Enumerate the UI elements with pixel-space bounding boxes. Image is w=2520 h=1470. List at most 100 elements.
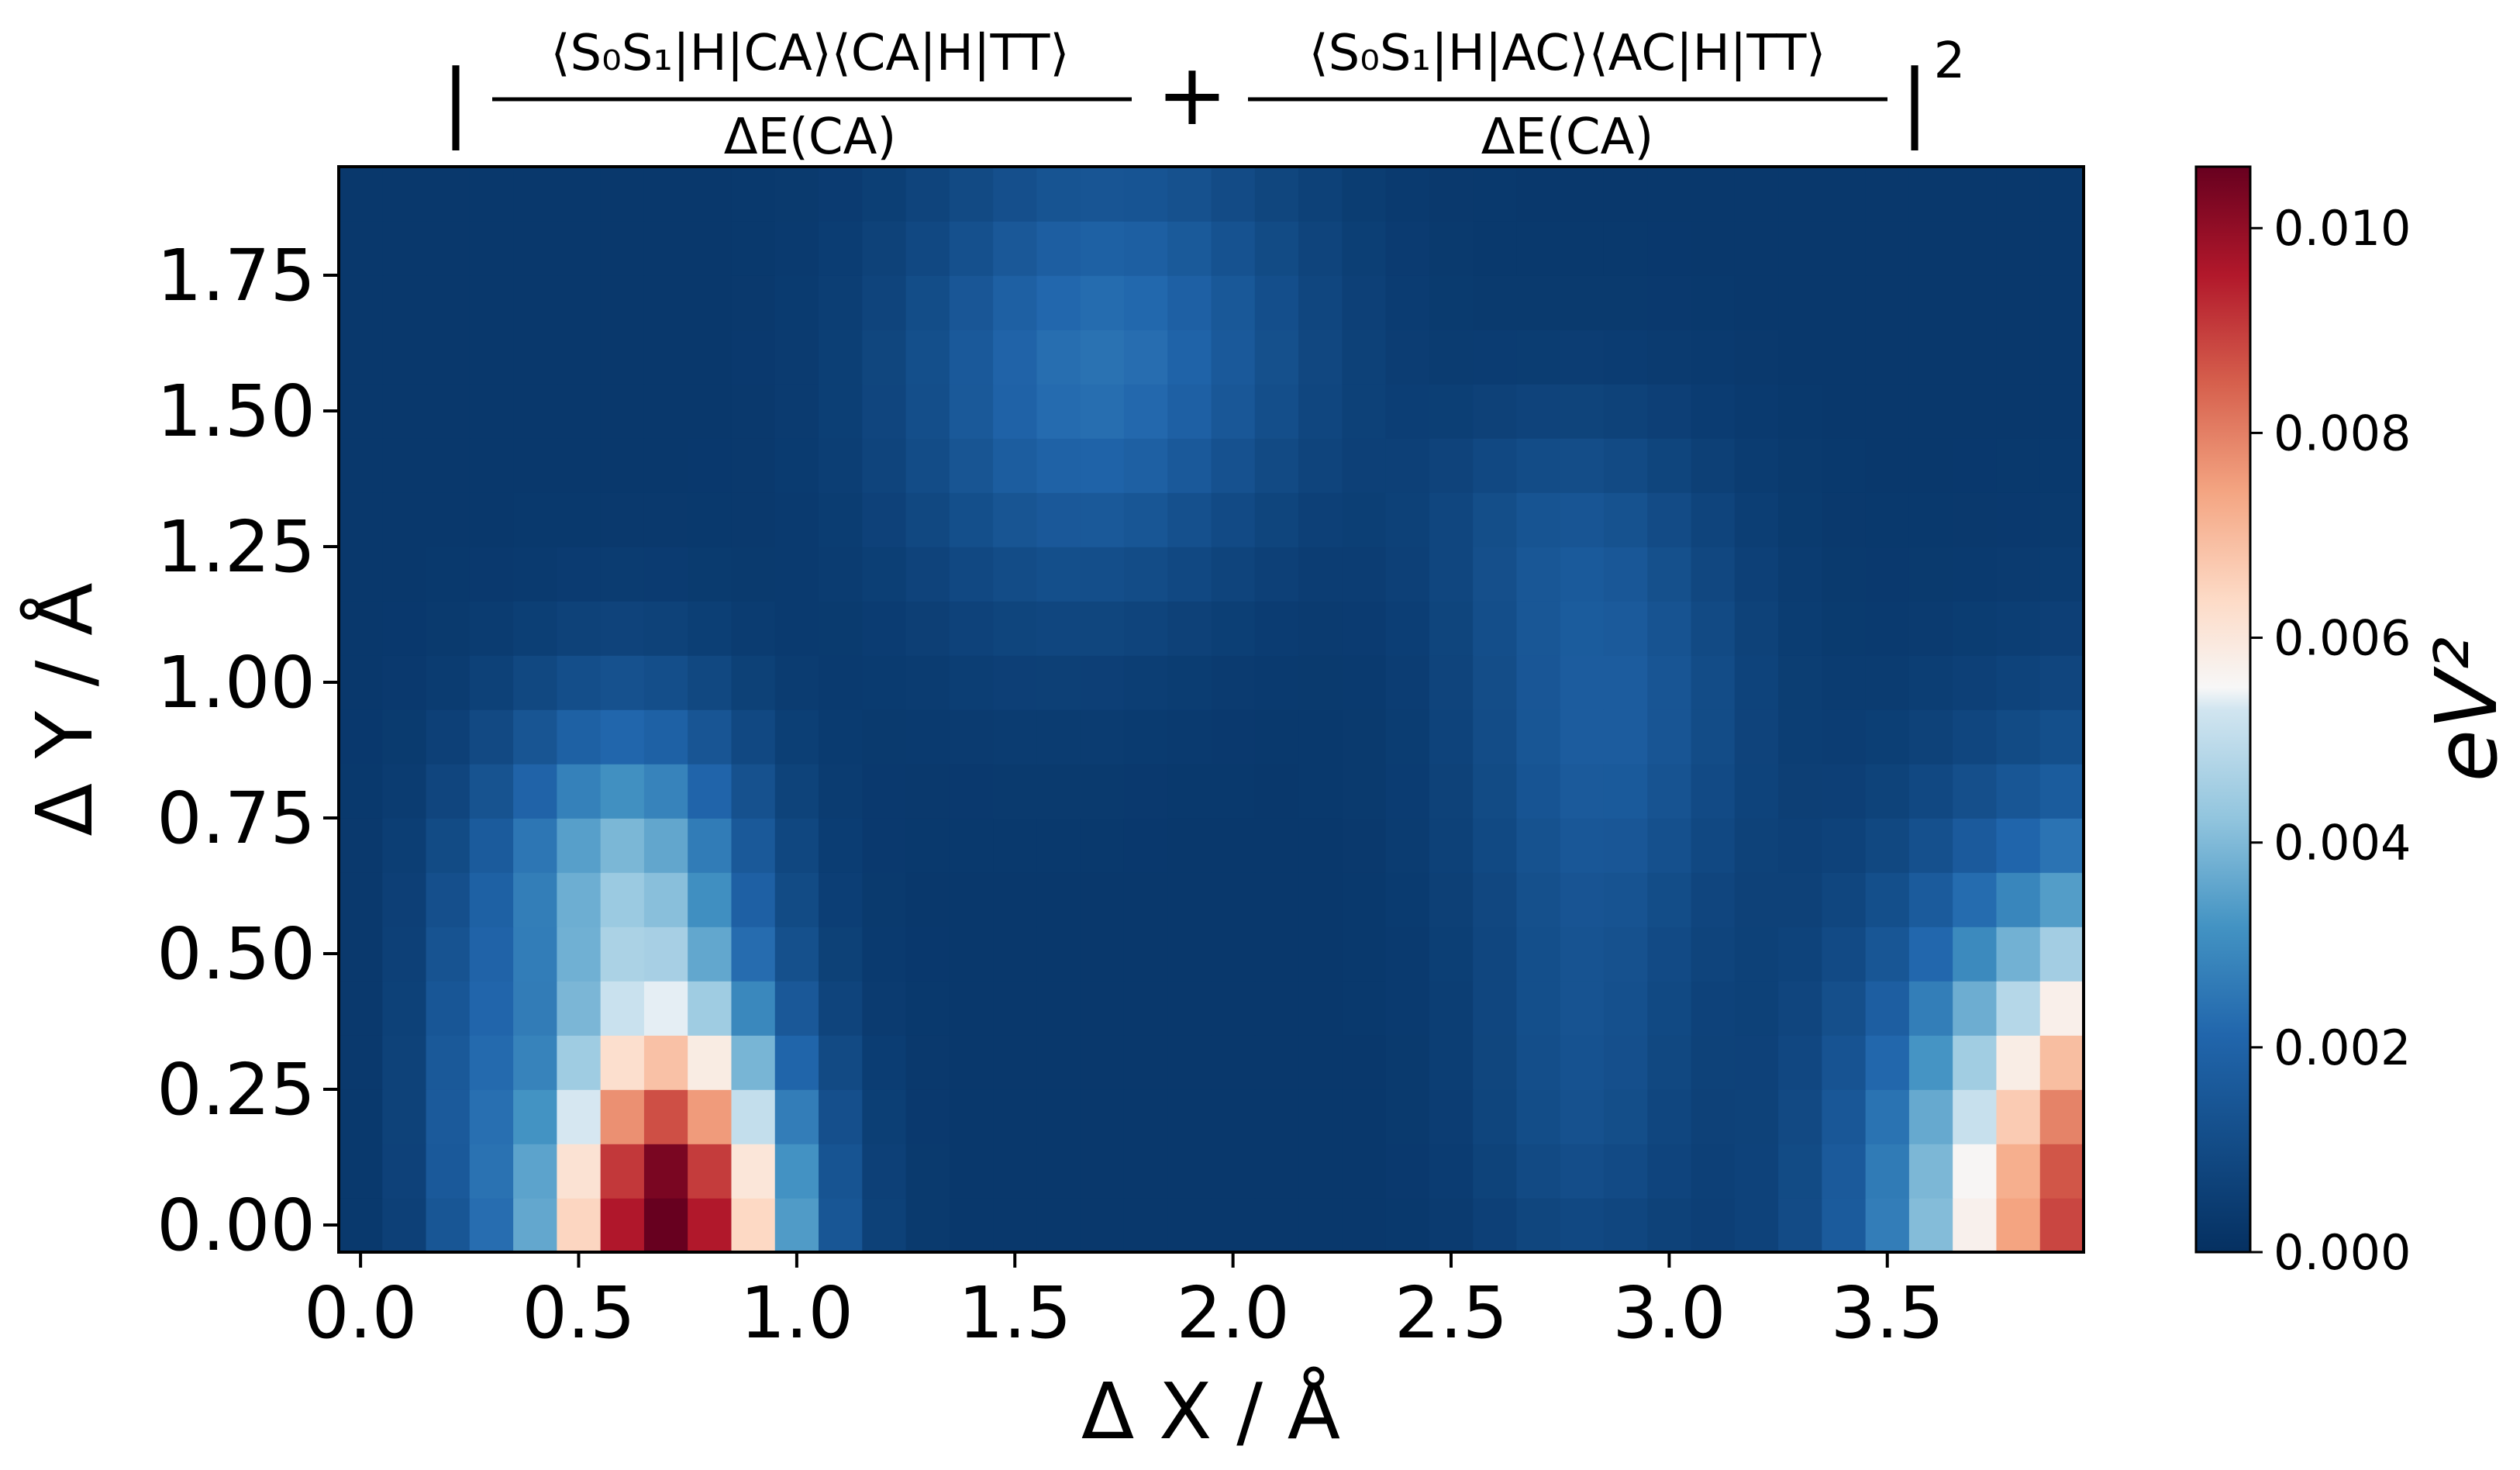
heatmap-cell xyxy=(1473,764,1518,819)
y-tick-label: 0.75 xyxy=(157,777,315,860)
heatmap-cell xyxy=(1516,818,1561,873)
heatmap-cell xyxy=(1473,221,1518,276)
heatmap-cell xyxy=(1429,1035,1474,1090)
heatmap-cell xyxy=(1691,167,1736,222)
heatmap-cell xyxy=(600,275,645,330)
heatmap-cell xyxy=(382,764,427,819)
heatmap-cell xyxy=(1342,764,1387,819)
heatmap-cell xyxy=(774,167,819,222)
heatmap-cell xyxy=(1908,1089,1953,1144)
heatmap-cell xyxy=(557,655,602,710)
heatmap-cell xyxy=(2039,221,2084,276)
heatmap-cell xyxy=(1560,275,1605,330)
heatmap-cell xyxy=(557,601,602,656)
heatmap-cells xyxy=(339,167,2084,1253)
heatmap-cell xyxy=(1822,167,1867,222)
heatmap-cell xyxy=(819,167,864,222)
heatmap-cell xyxy=(1953,221,1998,276)
heatmap-cell xyxy=(382,330,427,385)
heatmap-cell xyxy=(1691,709,1736,764)
heatmap-cell xyxy=(1603,384,1649,439)
heatmap-cell xyxy=(1167,438,1212,493)
heatmap-cell xyxy=(1298,167,1343,222)
heatmap-cell xyxy=(426,438,471,493)
heatmap-cell xyxy=(1560,438,1605,493)
heatmap-cell xyxy=(862,872,907,927)
heatmap-cell xyxy=(1865,927,1910,982)
heatmap-cell xyxy=(1298,438,1343,493)
heatmap-cell xyxy=(1953,709,1998,764)
heatmap-cell xyxy=(1167,709,1212,764)
heatmap-cell xyxy=(1953,655,1998,710)
heatmap-cell xyxy=(993,601,1038,656)
heatmap-cell xyxy=(557,927,602,982)
heatmap-cell xyxy=(339,927,384,982)
heatmap-cell xyxy=(513,1144,558,1199)
heatmap-cell xyxy=(993,221,1038,276)
heatmap-cell xyxy=(1560,709,1605,764)
heatmap-cell xyxy=(382,438,427,493)
heatmap-cell xyxy=(1908,655,1953,710)
heatmap-cell xyxy=(1036,764,1081,819)
heatmap-cell xyxy=(905,1198,950,1253)
heatmap-cell xyxy=(1516,547,1561,602)
heatmap-cell xyxy=(1734,1035,1779,1090)
heatmap-cell xyxy=(339,275,384,330)
heatmap-cell xyxy=(1080,601,1125,656)
heatmap-cell xyxy=(339,1089,384,1144)
heatmap-cell xyxy=(1385,601,1430,656)
heatmap-cell xyxy=(643,384,688,439)
heatmap-cell xyxy=(1516,655,1561,710)
heatmap-cell xyxy=(1080,275,1125,330)
heatmap-cell xyxy=(1734,601,1779,656)
heatmap-cell xyxy=(382,1089,427,1144)
heatmap-cell xyxy=(339,384,384,439)
heatmap-cell xyxy=(1908,384,1953,439)
heatmap-cell xyxy=(774,872,819,927)
heatmap-cell xyxy=(1342,981,1387,1036)
heatmap-cell xyxy=(1953,1198,1998,1253)
x-tick-label: 1.0 xyxy=(740,1272,853,1354)
heatmap-cell xyxy=(1473,547,1518,602)
heatmap-cell xyxy=(1865,872,1910,927)
heatmap-cell xyxy=(1822,872,1867,927)
heatmap-cell xyxy=(1123,927,1169,982)
heatmap-cell xyxy=(1603,764,1649,819)
heatmap-cell xyxy=(1953,872,1998,927)
heatmap-cell xyxy=(513,818,558,873)
heatmap-cell xyxy=(1778,167,1823,222)
heatmap-cell xyxy=(1516,927,1561,982)
heatmap-cell xyxy=(1167,221,1212,276)
heatmap-cell xyxy=(1822,1035,1867,1090)
heatmap-cell xyxy=(426,1035,471,1090)
heatmap-cell xyxy=(774,818,819,873)
heatmap-cell xyxy=(1822,1198,1867,1253)
heatmap-cell xyxy=(1865,1144,1910,1199)
heatmap-cell xyxy=(774,981,819,1036)
heatmap-cell xyxy=(1080,927,1125,982)
heatmap-cell xyxy=(1473,818,1518,873)
heatmap-cell xyxy=(643,764,688,819)
x-tick-label: 2.0 xyxy=(1176,1272,1289,1354)
heatmap-cell xyxy=(1560,1035,1605,1090)
heatmap-cell xyxy=(905,709,950,764)
heatmap-cell xyxy=(1473,1144,1518,1199)
heatmap-cell xyxy=(862,330,907,385)
heatmap-cell xyxy=(643,655,688,710)
heatmap-cell xyxy=(1691,872,1736,927)
heatmap-cell xyxy=(731,981,776,1036)
heatmap-cell xyxy=(1603,438,1649,493)
heatmap-cell xyxy=(1516,601,1561,656)
heatmap-cell xyxy=(1996,438,2041,493)
heatmap-cell xyxy=(1385,330,1430,385)
heatmap-cell xyxy=(993,927,1038,982)
heatmap-cell xyxy=(993,1144,1038,1199)
heatmap-cell xyxy=(1036,384,1081,439)
heatmap-cell xyxy=(1647,221,1692,276)
heatmap-cell xyxy=(1822,330,1867,385)
heatmap-cell xyxy=(1908,330,1953,385)
heatmap-cell xyxy=(1254,1198,1299,1253)
title-plus: + xyxy=(1157,45,1228,144)
heatmap-cell xyxy=(688,601,733,656)
heatmap-cell xyxy=(1211,330,1256,385)
